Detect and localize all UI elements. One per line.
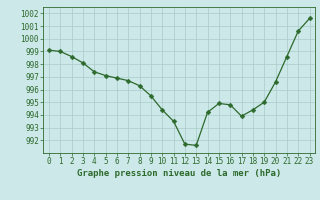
X-axis label: Graphe pression niveau de la mer (hPa): Graphe pression niveau de la mer (hPa) — [77, 169, 281, 178]
